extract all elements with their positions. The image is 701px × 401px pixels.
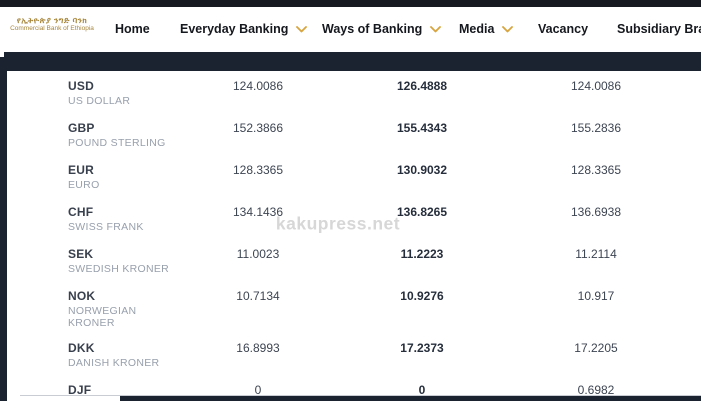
rate-value: 130.9032 [396,163,448,177]
currency-name: US DOLLAR [68,95,131,107]
rate-value: 155.2836 [570,121,622,135]
rate-value: 10.7134 [236,289,280,303]
rate-value: 152.3866 [232,121,284,135]
nav-item-label: Media [459,21,495,36]
table-row: EUR EURO 128.3365 130.9032 128.3365 [7,155,701,197]
currency-cell: NOK NORWEGIAN KRONER [68,281,188,333]
navbar: የኢትዮጵያ ንግድ ባንክ Commercial Bank of Ethiop… [0,7,701,50]
rate-value: 155.4343 [396,121,448,135]
nav-item-subsidiary-branches[interactable]: Subsidiary Branches [617,7,701,50]
table-row: USD US DOLLAR 124.0086 126.4888 124.0086 [7,71,701,113]
bank-logo[interactable]: የኢትዮጵያ ንግድ ባንክ Commercial Bank of Ethiop… [6,16,98,33]
left-edge-strip [0,57,7,401]
nav-item-everyday-banking[interactable]: Everyday Banking [180,7,308,50]
currency-code: USD [68,79,94,93]
currency-cell: SEK SWEDISH KRONER [68,239,188,281]
currency-cell: GBP POUND STERLING [68,113,188,155]
nav-item-label: Everyday Banking [180,21,289,36]
currency-code: GBP [68,121,95,135]
currency-name: SWISS FRANK [68,221,144,233]
table-row: DJF 0 0 0.6982 [7,375,701,401]
currency-cell: DJF [68,375,188,401]
rate-value: 0.6982 [577,383,615,397]
nav-item-home[interactable]: Home [115,7,150,50]
chevron-down-icon [502,26,514,33]
bank-name-amharic: የኢትዮጵያ ንግድ ባንክ [16,16,88,25]
currency-cell: USD US DOLLAR [68,71,188,113]
table-row: NOK NORWEGIAN KRONER 10.7134 10.9276 10.… [7,281,701,333]
table-row: CHF SWISS FRANK 134.1436 136.8265 136.69… [7,197,701,239]
rate-value: 136.8265 [396,205,448,219]
rate-value: 124.0086 [232,79,284,93]
table-header-band [4,52,701,71]
nav-item-media[interactable]: Media [459,7,514,50]
currency-code: NOK [68,289,96,303]
rate-value: 16.8993 [236,341,280,355]
rate-value: 136.6938 [570,205,622,219]
table-row: SEK SWEDISH KRONER 11.0023 11.2223 11.21… [7,239,701,281]
nav-item-label: Subsidiary Branches [617,21,701,36]
rate-value: 11.0023 [236,247,280,261]
rate-value: 134.1436 [232,205,284,219]
nav-item-label: Vacancy [538,21,589,36]
table-row: DKK DANISH KRONER 16.8993 17.2373 17.220… [7,333,701,375]
rate-value: 128.3365 [232,163,284,177]
chevron-down-icon [296,26,308,33]
bank-name-english: Commercial Bank of Ethiopia [10,25,94,33]
currency-code: CHF [68,205,94,219]
currency-name: DANISH KRONER [68,357,160,369]
nav-item-ways-of-banking[interactable]: Ways of Banking [322,7,442,50]
table-row: GBP POUND STERLING 152.3866 155.4343 155… [7,113,701,155]
currency-cell: DKK DANISH KRONER [68,333,188,375]
currency-code: EUR [68,163,94,177]
rate-value: 124.0086 [570,79,622,93]
currency-name: POUND STERLING [68,137,166,149]
table-bottom-divider [20,395,701,396]
currency-code: DJF [68,383,92,397]
currency-code: SEK [68,247,94,261]
chevron-down-icon [430,26,442,33]
rate-value: 0 [254,383,262,397]
rate-value: 17.2205 [574,341,618,355]
exchange-rates-table: USD US DOLLAR 124.0086 126.4888 124.0086… [7,71,701,401]
nav-item-label: Ways of Banking [322,21,423,36]
rate-value: 128.3365 [570,163,622,177]
rate-value: 17.2373 [400,341,444,355]
nav-item-vacancy[interactable]: Vacancy [538,7,588,50]
nav-item-label: Home [115,21,150,36]
rate-value: 11.2223 [400,247,444,261]
rate-value: 10.9276 [400,289,444,303]
top-strip [0,0,701,7]
rate-value: 10.917 [577,289,615,303]
rate-value: 126.4888 [396,79,448,93]
next-section-bar [120,396,701,401]
currency-name: SWEDISH KRONER [68,263,170,275]
rate-value: 11.2114 [575,247,617,261]
currency-name: NORWEGIAN KRONER [68,305,137,330]
currency-cell: CHF SWISS FRANK [68,197,188,239]
currency-cell: EUR EURO [68,155,188,197]
rate-value: 0 [418,383,426,397]
currency-name: EURO [68,179,100,191]
currency-code: DKK [68,341,95,355]
